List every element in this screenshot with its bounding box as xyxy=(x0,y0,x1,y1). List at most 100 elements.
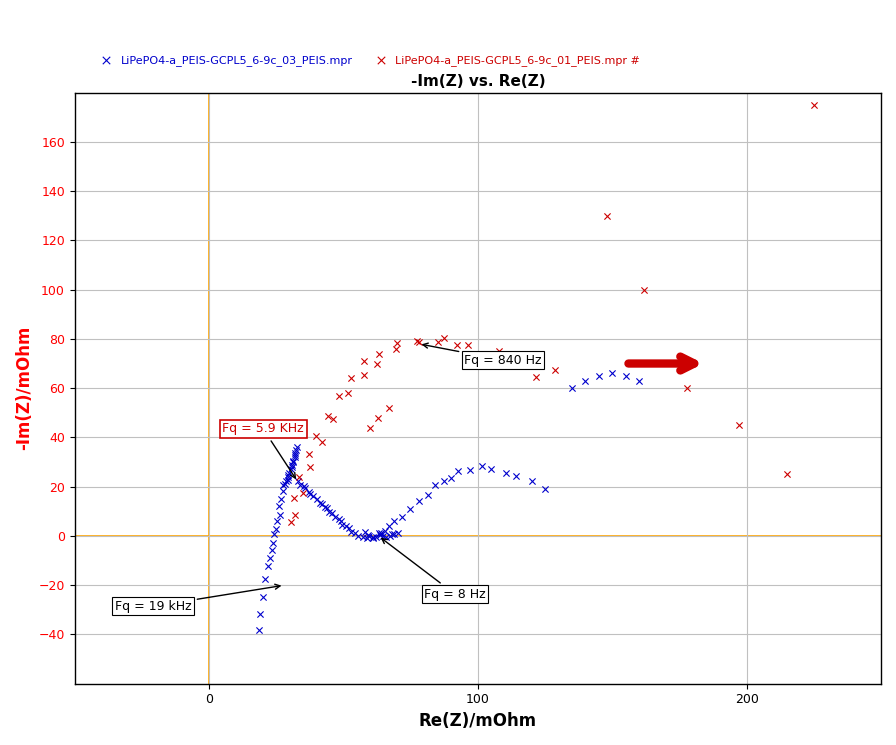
LiPePO4-a_PEIS-GCPL5_6-9c_03_PEIS.mpr xyxy=(276,479,290,491)
LiPePO4-a_PEIS-GCPL5_6-9c_03_PEIS.mpr xyxy=(289,449,303,461)
LiPePO4-a_PEIS-GCPL5_6-9c_03_PEIS.mpr xyxy=(385,527,400,539)
Point xyxy=(371,412,385,424)
LiPePO4-a_PEIS-GCPL5_6-9c_03_PEIS.mpr xyxy=(387,515,401,527)
Point xyxy=(599,210,614,222)
LiPePO4-a_PEIS-GCPL5_6-9c_03_PEIS.mpr xyxy=(255,591,270,603)
Point xyxy=(731,419,745,431)
LiPePO4-a_PEIS-GCPL5_6-9c_03_PEIS.mpr xyxy=(334,515,349,527)
LiPePO4-a_PEIS-GCPL5_6-9c_03_PEIS.mpr xyxy=(484,463,498,475)
LiPePO4-a_PEIS-GCPL5_6-9c_03_PEIS.mpr xyxy=(402,503,417,515)
LiPePO4-a_PEIS-GCPL5_6-9c_03_PEIS.mpr xyxy=(273,493,288,505)
Point xyxy=(632,375,646,387)
LiPePO4-a_PEIS-GCPL5_6-9c_03_PEIS.mpr xyxy=(358,526,372,538)
LiPePO4-a_PEIS-GCPL5_6-9c_03_PEIS.mpr xyxy=(344,526,358,538)
LiPePO4-a_PEIS-GCPL5_6-9c_01_PEIS.mpr # xyxy=(321,410,335,422)
LiPePO4-a_PEIS-GCPL5_6-9c_01_PEIS.mpr # xyxy=(390,337,404,349)
Point xyxy=(605,367,619,379)
Text: Fq = 5.9 KHz: Fq = 5.9 KHz xyxy=(222,422,304,478)
LiPePO4-a_PEIS-GCPL5_6-9c_01_PEIS.mpr # xyxy=(529,371,543,383)
LiPePO4-a_PEIS-GCPL5_6-9c_01_PEIS.mpr # xyxy=(357,369,371,381)
LiPePO4-a_PEIS-GCPL5_6-9c_01_PEIS.mpr # xyxy=(302,448,316,460)
LiPePO4-a_PEIS-GCPL5_6-9c_03_PEIS.mpr xyxy=(271,516,285,527)
LiPePO4-a_PEIS-GCPL5_6-9c_03_PEIS.mpr xyxy=(382,520,396,532)
LiPePO4-a_PEIS-GCPL5_6-9c_03_PEIS.mpr xyxy=(253,608,267,620)
Y-axis label: -Im(Z)/mOhm: -Im(Z)/mOhm xyxy=(15,326,33,450)
LiPePO4-a_PEIS-GCPL5_6-9c_03_PEIS.mpr xyxy=(309,493,323,505)
LiPePO4-a_PEIS-GCPL5_6-9c_03_PEIS.mpr xyxy=(475,460,489,472)
LiPePO4-a_PEIS-GCPL5_6-9c_03_PEIS.mpr xyxy=(340,520,354,532)
LiPePO4-a_PEIS-GCPL5_6-9c_03_PEIS.mpr xyxy=(452,466,466,478)
LiPePO4-a_PEIS-GCPL5_6-9c_01_PEIS.mpr # xyxy=(326,413,340,425)
LiPePO4-a_PEIS-GCPL5_6-9c_03_PEIS.mpr xyxy=(278,478,292,490)
LiPePO4-a_PEIS-GCPL5_6-9c_03_PEIS.mpr xyxy=(374,527,388,539)
LiPePO4-a_PEIS-GCPL5_6-9c_01_PEIS.mpr # xyxy=(547,364,562,375)
LiPePO4-a_PEIS-GCPL5_6-9c_01_PEIS.mpr # xyxy=(372,348,386,360)
Title: -Im(Z) vs. Re(Z): -Im(Z) vs. Re(Z) xyxy=(410,74,545,89)
LiPePO4-a_PEIS-GCPL5_6-9c_03_PEIS.mpr xyxy=(292,479,306,491)
LiPePO4-a_PEIS-GCPL5_6-9c_01_PEIS.mpr # xyxy=(410,335,425,347)
LiPePO4-a_PEIS-GCPL5_6-9c_03_PEIS.mpr xyxy=(279,475,293,487)
LiPePO4-a_PEIS-GCPL5_6-9c_01_PEIS.mpr # xyxy=(412,336,426,348)
Point xyxy=(680,382,694,394)
LiPePO4-a_PEIS-GCPL5_6-9c_03_PEIS.mpr xyxy=(281,469,296,481)
LiPePO4-a_PEIS-GCPL5_6-9c_01_PEIS.mpr # xyxy=(357,355,371,367)
LiPePO4-a_PEIS-GCPL5_6-9c_03_PEIS.mpr xyxy=(314,498,329,510)
LiPePO4-a_PEIS-GCPL5_6-9c_03_PEIS.mpr xyxy=(372,527,386,539)
LiPePO4-a_PEIS-GCPL5_6-9c_01_PEIS.mpr # xyxy=(289,510,303,522)
LiPePO4-a_PEIS-GCPL5_6-9c_03_PEIS.mpr xyxy=(262,560,276,572)
LiPePO4-a_PEIS-GCPL5_6-9c_01_PEIS.mpr # xyxy=(315,437,330,448)
LiPePO4-a_PEIS-GCPL5_6-9c_03_PEIS.mpr xyxy=(376,530,391,542)
LiPePO4-a_PEIS-GCPL5_6-9c_03_PEIS.mpr xyxy=(263,552,277,564)
LiPePO4-a_PEIS-GCPL5_6-9c_03_PEIS.mpr xyxy=(366,532,380,544)
LiPePO4-a_PEIS-GCPL5_6-9c_03_PEIS.mpr xyxy=(362,530,376,542)
LiPePO4-a_PEIS-GCPL5_6-9c_03_PEIS.mpr xyxy=(394,511,409,523)
LiPePO4-a_PEIS-GCPL5_6-9c_03_PEIS.mpr xyxy=(252,624,266,636)
LiPePO4-a_PEIS-GCPL5_6-9c_03_PEIS.mpr xyxy=(383,530,397,542)
LiPePO4-a_PEIS-GCPL5_6-9c_03_PEIS.mpr xyxy=(281,471,296,483)
LiPePO4-a_PEIS-GCPL5_6-9c_03_PEIS.mpr xyxy=(267,528,281,540)
Text: Fq = 19 kHz: Fq = 19 kHz xyxy=(115,584,280,613)
LiPePO4-a_PEIS-GCPL5_6-9c_03_PEIS.mpr xyxy=(499,466,513,478)
LiPePO4-a_PEIS-GCPL5_6-9c_03_PEIS.mpr xyxy=(313,497,327,509)
LiPePO4-a_PEIS-GCPL5_6-9c_03_PEIS.mpr xyxy=(360,532,375,544)
LiPePO4-a_PEIS-GCPL5_6-9c_03_PEIS.mpr xyxy=(320,503,334,515)
X-axis label: Re(Z)/mOhm: Re(Z)/mOhm xyxy=(418,712,537,730)
LiPePO4-a_PEIS-GCPL5_6-9c_01_PEIS.mpr # xyxy=(477,348,491,360)
LiPePO4-a_PEIS-GCPL5_6-9c_03_PEIS.mpr xyxy=(284,463,298,475)
LiPePO4-a_PEIS-GCPL5_6-9c_03_PEIS.mpr xyxy=(373,529,387,541)
Point xyxy=(578,375,592,387)
LiPePO4-a_PEIS-GCPL5_6-9c_03_PEIS.mpr xyxy=(427,479,442,491)
LiPePO4-a_PEIS-GCPL5_6-9c_03_PEIS.mpr xyxy=(436,475,451,487)
LiPePO4-a_PEIS-GCPL5_6-9c_01_PEIS.mpr # xyxy=(340,387,355,399)
LiPePO4-a_PEIS-GCPL5_6-9c_01_PEIS.mpr # xyxy=(504,359,518,371)
LiPePO4-a_PEIS-GCPL5_6-9c_03_PEIS.mpr xyxy=(379,530,393,542)
Point xyxy=(591,370,606,381)
Point xyxy=(780,469,794,481)
LiPePO4-a_PEIS-GCPL5_6-9c_03_PEIS.mpr xyxy=(306,490,320,502)
LiPePO4-a_PEIS-GCPL5_6-9c_03_PEIS.mpr xyxy=(317,501,332,513)
LiPePO4-a_PEIS-GCPL5_6-9c_03_PEIS.mpr xyxy=(369,530,383,542)
LiPePO4-a_PEIS-GCPL5_6-9c_03_PEIS.mpr xyxy=(265,545,280,557)
LiPePO4-a_PEIS-GCPL5_6-9c_03_PEIS.mpr xyxy=(412,495,426,507)
Point xyxy=(382,402,396,413)
LiPePO4-a_PEIS-GCPL5_6-9c_01_PEIS.mpr # xyxy=(292,472,306,484)
LiPePO4-a_PEIS-GCPL5_6-9c_03_PEIS.mpr xyxy=(290,441,305,453)
LiPePO4-a_PEIS-GCPL5_6-9c_03_PEIS.mpr xyxy=(328,511,342,523)
Point xyxy=(806,99,821,111)
LiPePO4-a_PEIS-GCPL5_6-9c_01_PEIS.mpr # xyxy=(296,486,310,498)
LiPePO4-a_PEIS-GCPL5_6-9c_03_PEIS.mpr xyxy=(387,527,401,539)
LiPePO4-a_PEIS-GCPL5_6-9c_03_PEIS.mpr xyxy=(269,522,283,534)
Point xyxy=(363,422,377,434)
LiPePO4-a_PEIS-GCPL5_6-9c_03_PEIS.mpr xyxy=(272,501,287,513)
LiPePO4-a_PEIS-GCPL5_6-9c_01_PEIS.mpr # xyxy=(389,343,403,355)
LiPePO4-a_PEIS-GCPL5_6-9c_03_PEIS.mpr xyxy=(366,531,380,543)
LiPePO4-a_PEIS-GCPL5_6-9c_03_PEIS.mpr xyxy=(288,451,302,463)
LiPePO4-a_PEIS-GCPL5_6-9c_03_PEIS.mpr xyxy=(377,524,392,536)
LiPePO4-a_PEIS-GCPL5_6-9c_03_PEIS.mpr xyxy=(266,537,280,549)
LiPePO4-a_PEIS-GCPL5_6-9c_03_PEIS.mpr xyxy=(332,513,346,525)
LiPePO4-a_PEIS-GCPL5_6-9c_03_PEIS.mpr xyxy=(360,529,375,541)
LiPePO4-a_PEIS-GCPL5_6-9c_03_PEIS.mpr xyxy=(285,458,299,470)
LiPePO4-a_PEIS-GCPL5_6-9c_03_PEIS.mpr xyxy=(290,475,305,486)
Legend: LiPePO4-a_PEIS-GCPL5_6-9c_03_PEIS.mpr, LiPePO4-a_PEIS-GCPL5_6-9c_01_PEIS.mpr #: LiPePO4-a_PEIS-GCPL5_6-9c_03_PEIS.mpr, L… xyxy=(97,51,644,71)
LiPePO4-a_PEIS-GCPL5_6-9c_03_PEIS.mpr xyxy=(525,475,539,487)
